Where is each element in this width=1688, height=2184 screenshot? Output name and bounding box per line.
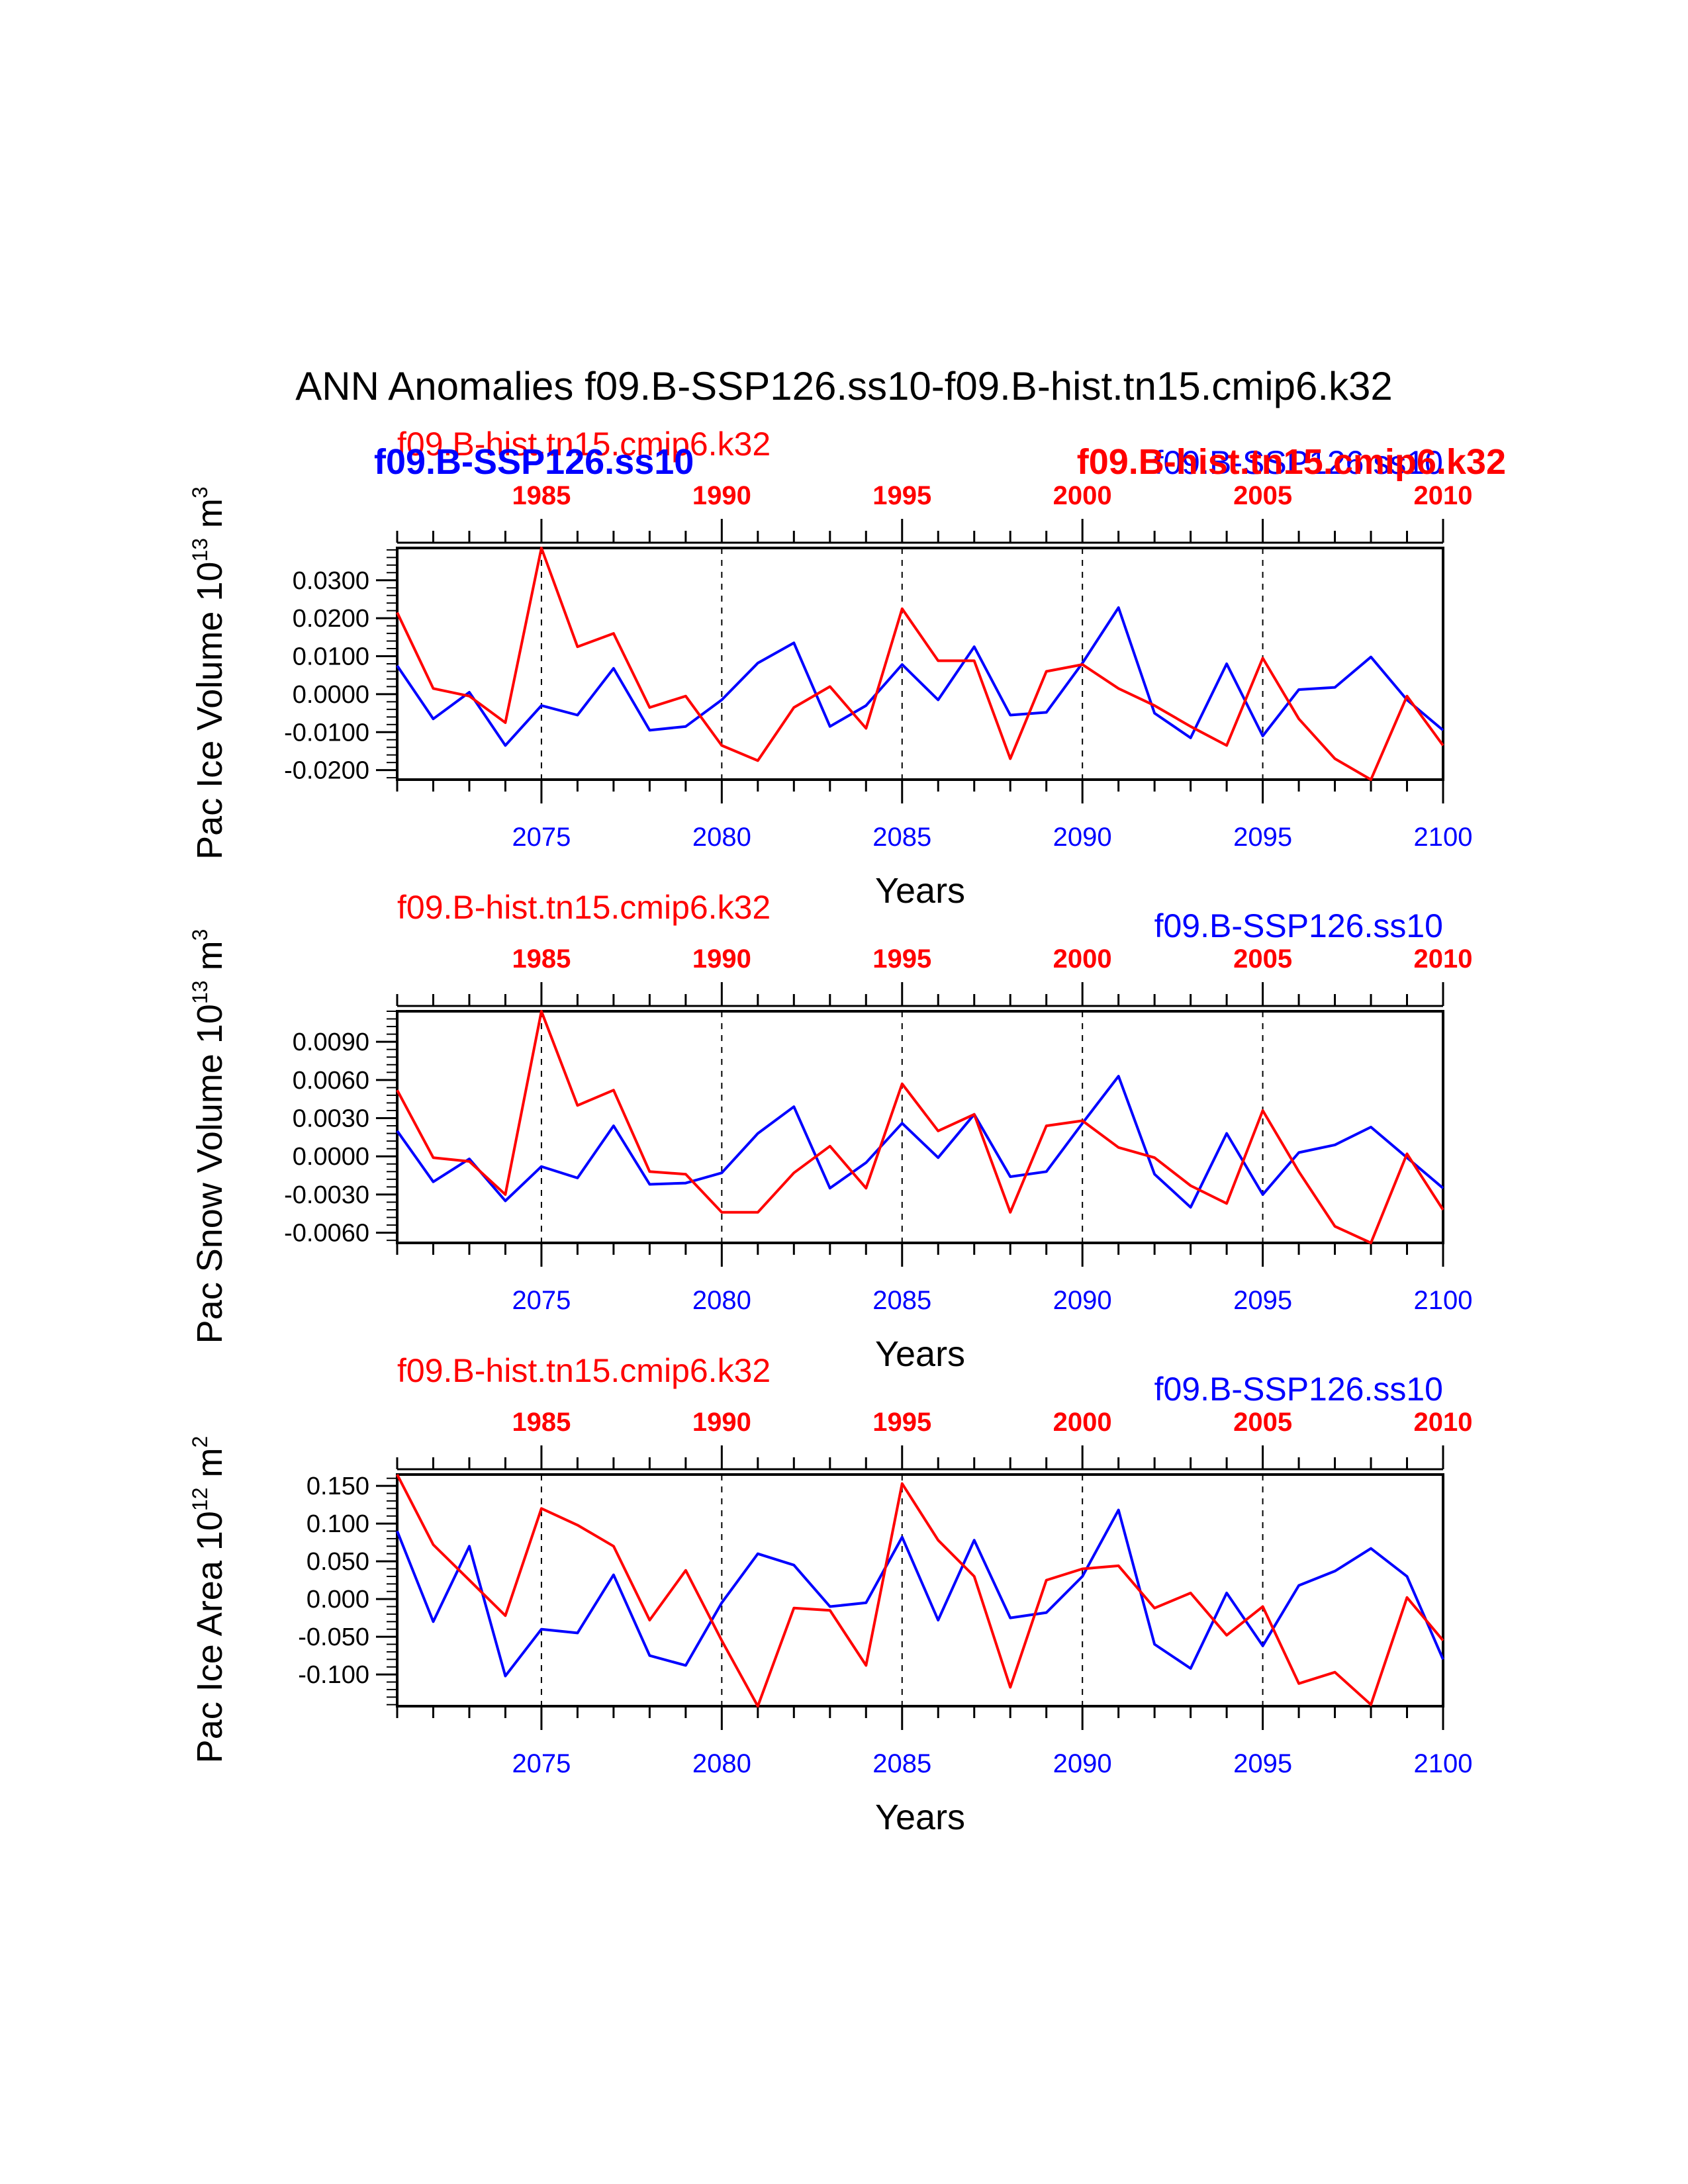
x-tick-label: 2080	[692, 1749, 751, 1778]
series-line-hist	[396, 547, 1444, 781]
legend-ssp126: f09.B-SSP126.ss10	[1154, 907, 1443, 944]
plot-frame	[396, 1473, 1444, 1707]
legend-ssp126: f09.B-SSP126.ss10	[1154, 444, 1443, 481]
x-tick-label: 2075	[512, 1749, 571, 1778]
x-tick-label: 2100	[1414, 823, 1473, 852]
y-tick-label: 0.100	[306, 1510, 369, 1538]
legend-ssp126: f09.B-SSP126.ss10	[1154, 1371, 1443, 1408]
y-tick-label: -0.100	[298, 1661, 369, 1689]
top-tick-label: 2010	[1414, 1408, 1473, 1437]
series-line-hist	[396, 1010, 1444, 1244]
y-tick-label: 0.0090	[293, 1028, 369, 1056]
top-tick-label: 2000	[1053, 944, 1112, 974]
x-tick-label: 2090	[1053, 1286, 1112, 1315]
x-tick-label: 2100	[1414, 1286, 1473, 1315]
y-tick-label: -0.050	[298, 1623, 369, 1651]
top-tick-label: 2010	[1414, 481, 1473, 510]
x-tick-label: 2080	[692, 1286, 751, 1315]
panel-pac-ice-volume: 2075 2080 2085 2090 2095 2100 1985 1990 1995 2000…	[188, 426, 1506, 911]
x-tick-label: 2085	[872, 1749, 931, 1778]
top-tick-label: 1985	[512, 944, 571, 974]
panel-pac-snow-volume: 2075 2080 2085 2090 2095 2100 1985 1990 1995 2000…	[188, 889, 1472, 1374]
series-line-ssp126	[396, 606, 1444, 747]
y-tick-label: 0.0000	[293, 681, 369, 709]
legend-hist-bold: f09.B-hist.tn15.cmip6.k32	[1077, 442, 1506, 482]
y-tick-label: 0.150	[306, 1473, 369, 1500]
x-tick-label: 2080	[692, 823, 751, 852]
x-tick-label: 2095	[1233, 1286, 1292, 1315]
y-tick-label: 0.0100	[293, 643, 369, 671]
y-tick-label: 0.0300	[293, 567, 369, 595]
x-tick-label: 2085	[872, 1286, 931, 1315]
x-tick-label: 2075	[512, 1286, 571, 1315]
x-axis-label: Years	[875, 1797, 965, 1837]
top-tick-label: 1995	[872, 944, 931, 974]
y-axis-label: Pac Snow Volume 1013 m3	[188, 929, 230, 1344]
x-tick-label: 2100	[1414, 1749, 1473, 1778]
top-tick-label: 2000	[1053, 1408, 1112, 1437]
legend-hist: f09.B-hist.tn15.cmip6.k32	[397, 889, 771, 926]
top-tick-label: 1985	[512, 481, 571, 510]
x-axis-label: Years	[875, 1334, 965, 1374]
top-tick-label: 1990	[692, 481, 751, 510]
legend-ssp126-bold: f09.B-SSP126.ss10	[374, 442, 694, 482]
y-tick-label: 0.0200	[293, 605, 369, 633]
y-tick-label: -0.0200	[284, 757, 369, 785]
top-tick-label: 1990	[692, 944, 751, 974]
y-axis-label: Pac Ice Area 1012 m2	[188, 1436, 230, 1764]
y-tick-label: 0.050	[306, 1548, 369, 1576]
x-tick-label: 2090	[1053, 1749, 1112, 1778]
y-tick-label: 0.0030	[293, 1105, 369, 1133]
y-tick-label: 0.0000	[293, 1143, 369, 1171]
x-axis-label: Years	[875, 871, 965, 911]
top-tick-label: 2005	[1233, 1408, 1292, 1437]
y-tick-label: -0.0100	[284, 719, 369, 747]
top-tick-label: 1990	[692, 1408, 751, 1437]
legend-hist: f09.B-hist.tn15.cmip6.k32	[397, 426, 771, 463]
top-tick-label: 1995	[872, 1408, 931, 1437]
top-tick-label: 2005	[1233, 481, 1292, 510]
x-tick-label: 2075	[512, 823, 571, 852]
y-tick-label: 0.000	[306, 1586, 369, 1614]
y-tick-label: 0.0060	[293, 1067, 369, 1095]
x-tick-label: 2090	[1053, 823, 1112, 852]
plot-frame	[396, 1010, 1444, 1244]
x-tick-label: 2095	[1233, 823, 1292, 852]
series-line-ssp126	[396, 1075, 1444, 1209]
legend-hist: f09.B-hist.tn15.cmip6.k32	[397, 1352, 771, 1389]
series-line-hist	[396, 1474, 1444, 1707]
top-tick-label: 2010	[1414, 944, 1473, 974]
top-tick-label: 2005	[1233, 944, 1292, 974]
y-tick-label: -0.0030	[284, 1181, 369, 1209]
panel-pac-ice-area: 2075 2080 2085 2090 2095 2100 1985 1990 1995 2000…	[188, 1352, 1472, 1837]
x-tick-label: 2085	[872, 823, 931, 852]
top-tick-label: 1985	[512, 1408, 571, 1437]
series-line-ssp126	[396, 1508, 1444, 1678]
top-tick-label: 1995	[872, 481, 931, 510]
top-tick-label: 2000	[1053, 481, 1112, 510]
figure-title: ANN Anomalies f09.B-SSP126.ss10-f09.B-hi…	[295, 364, 1393, 408]
y-axis-label: Pac Ice Volume 1013 m3	[188, 486, 230, 860]
x-tick-label: 2095	[1233, 1749, 1292, 1778]
y-tick-label: -0.0060	[284, 1220, 369, 1248]
